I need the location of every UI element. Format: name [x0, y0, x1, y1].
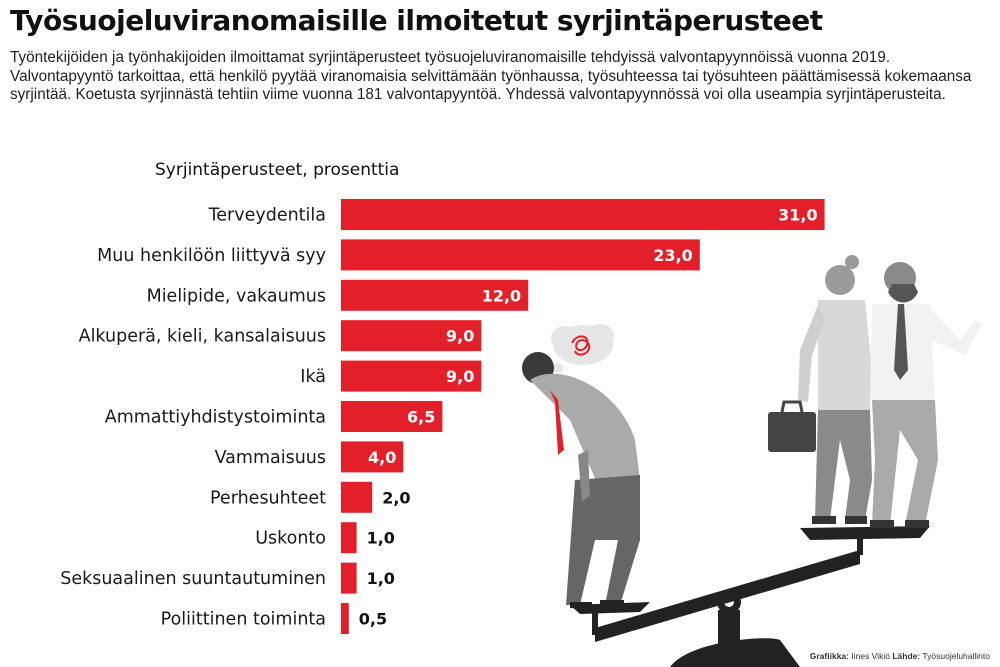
bar-7: [341, 481, 373, 513]
category-label-2: Mielipide, vakaumus: [147, 286, 326, 306]
value-label-1: 23,0: [653, 246, 692, 265]
value-label-4: 9,0: [446, 367, 474, 386]
category-label-5: Ammattiyhdistystoiminta: [105, 408, 326, 428]
bar-0: [341, 199, 825, 230]
bar-5: [341, 401, 443, 432]
credits-source-label: Lähde:: [892, 651, 921, 661]
category-label-6: Vammaisuus: [215, 448, 326, 468]
value-label-7: 2,0: [382, 488, 410, 507]
category-label-8: Uskonto: [255, 529, 326, 549]
category-label-7: Perhesuhteet: [210, 488, 326, 508]
bar-6: [341, 441, 404, 473]
credits: Grafiikka: Iines Vikiö Lähde: Työsuojelu…: [810, 651, 990, 661]
credits-graphic-value: Iines Vikiö: [851, 651, 890, 661]
bar-1: [341, 239, 700, 271]
credits-source-value: Työsuojeluhallinto: [922, 651, 990, 661]
chart-subtitle: Työntekijöiden ja työnhakijoiden ilmoitt…: [10, 49, 972, 104]
value-label-5: 6,5: [407, 408, 435, 427]
category-label-9: Seksuaalinen suuntautuminen: [60, 569, 326, 589]
bar-10: [341, 603, 349, 634]
category-label-1: Muu henkilöön liittyvä syy: [97, 246, 326, 266]
category-label-4: Ikä: [300, 367, 326, 387]
bar-8: [341, 522, 357, 554]
sad-person-figure: [522, 352, 640, 608]
bar-4: [341, 360, 482, 392]
value-label-9: 1,0: [367, 569, 395, 588]
value-label-0: 31,0: [778, 206, 817, 225]
chart-title: Työsuojeluviranomaisille ilmoitetut syrj…: [10, 4, 823, 37]
chart-axis-label: Syrjintäperusteet, prosenttia: [155, 160, 400, 180]
scale-illustration: [522, 255, 982, 667]
value-label-2: 12,0: [482, 286, 521, 305]
bar-9: [341, 562, 357, 594]
bar-2: [341, 279, 529, 311]
bar-3: [341, 320, 482, 352]
value-label-3: 9,0: [446, 327, 474, 346]
category-label-10: Poliittinen toiminta: [161, 610, 326, 630]
category-label-3: Alkuperä, kieli, kansalaisuus: [79, 327, 326, 347]
thought-bubble-icon: [547, 324, 614, 381]
category-label-0: Terveydentila: [208, 206, 326, 226]
woman-figure: [768, 255, 872, 524]
credits-graphic-label: Grafiikka:: [809, 651, 849, 661]
man-figure: [870, 262, 982, 528]
value-label-8: 1,0: [367, 529, 395, 548]
value-label-10: 0,5: [359, 610, 387, 629]
value-label-6: 4,0: [368, 448, 396, 467]
